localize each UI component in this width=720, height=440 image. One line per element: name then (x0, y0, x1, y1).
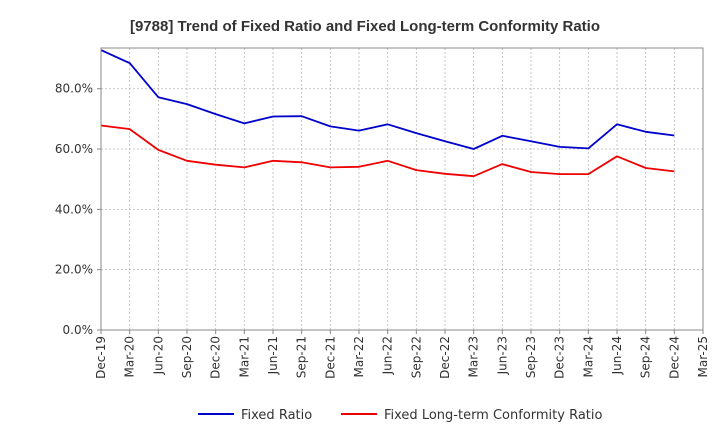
x-tick-label: Dec-20 (209, 336, 223, 379)
x-tick-label: Mar-23 (467, 336, 481, 377)
x-tick-label: Jun-23 (495, 336, 509, 375)
x-tick-label: Dec-19 (94, 336, 108, 379)
x-tick-label: Sep-22 (409, 336, 423, 378)
legend: Fixed Ratio Fixed Long-term Conformity Ra… (198, 408, 603, 423)
series-layer (100, 49, 675, 178)
plot-border (100, 47, 704, 331)
x-tick-label: Sep-21 (295, 336, 309, 378)
x-tick-label: Sep-24 (639, 336, 653, 378)
legend-label-1: Fixed Ratio (241, 408, 312, 423)
x-tick-label: Mar-21 (237, 336, 251, 377)
x-tick-label: Dec-22 (438, 336, 452, 379)
x-tick-label: Sep-23 (524, 336, 538, 378)
x-tick-label: Dec-24 (667, 336, 681, 379)
chart-title: [9788] Trend of Fixed Ratio and Fixed Lo… (130, 18, 600, 35)
x-axis: Dec-19 Mar-20 Jun-20 Sep-20 Dec-20 Mar-21 Jun-… (94, 330, 710, 379)
x-tick-label: Mar-20 (123, 336, 137, 377)
x-tick-label: Dec-21 (323, 336, 337, 379)
x-tick-label: Jun-22 (381, 336, 395, 375)
y-tick-label: 20.0% (55, 263, 93, 277)
series-line-1 (100, 49, 675, 150)
x-tick-label: Mar-25 (696, 336, 710, 377)
y-tick-label: 80.0% (55, 82, 93, 96)
x-tick-label: Mar-24 (581, 336, 595, 377)
grid (101, 48, 703, 330)
x-tick-label: Sep-20 (180, 336, 194, 378)
y-axis: 0.0% 20.0% 40.0% 60.0% 80.0% (55, 82, 101, 337)
x-tick-label: Jun-24 (610, 336, 624, 375)
x-tick-label: Jun-20 (151, 336, 165, 375)
x-tick-label: Dec-23 (553, 336, 567, 379)
x-tick-label: Mar-22 (352, 336, 366, 377)
y-tick-label: 60.0% (55, 142, 93, 156)
legend-label-2: Fixed Long-term Conformity Ratio (384, 408, 603, 423)
x-tick-label: Jun-21 (266, 336, 280, 375)
y-tick-label: 40.0% (55, 202, 93, 216)
y-tick-label: 0.0% (63, 323, 94, 337)
series-line-2 (100, 124, 675, 178)
